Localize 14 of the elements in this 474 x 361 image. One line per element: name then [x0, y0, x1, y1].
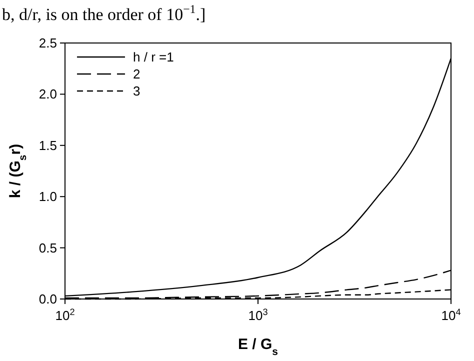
y-tick-label: 2.5	[38, 36, 57, 50]
y-tick-label: 1.5	[38, 138, 57, 153]
x-tick-label: 10$^{3}$	[248, 307, 268, 323]
x-axis-title: E / G$_{s}$	[238, 336, 278, 358]
y-tick-label: 2.0	[38, 86, 57, 102]
legend-label: 2	[133, 66, 140, 82]
x-tick-label: 10$^{2}$	[55, 307, 75, 323]
y-tick-label: 0.0	[38, 292, 57, 306]
legend-label: h / r =1	[133, 50, 174, 64]
text: b, d/r, is on the order of 10$^{−1}$.]	[2, 2, 206, 24]
y-tick-label: 0.5	[38, 240, 57, 256]
x-tick-label: 10$^{4}$	[441, 307, 461, 323]
y-tick-label: 1.0	[38, 189, 57, 204]
legend-label: 3	[133, 84, 140, 98]
